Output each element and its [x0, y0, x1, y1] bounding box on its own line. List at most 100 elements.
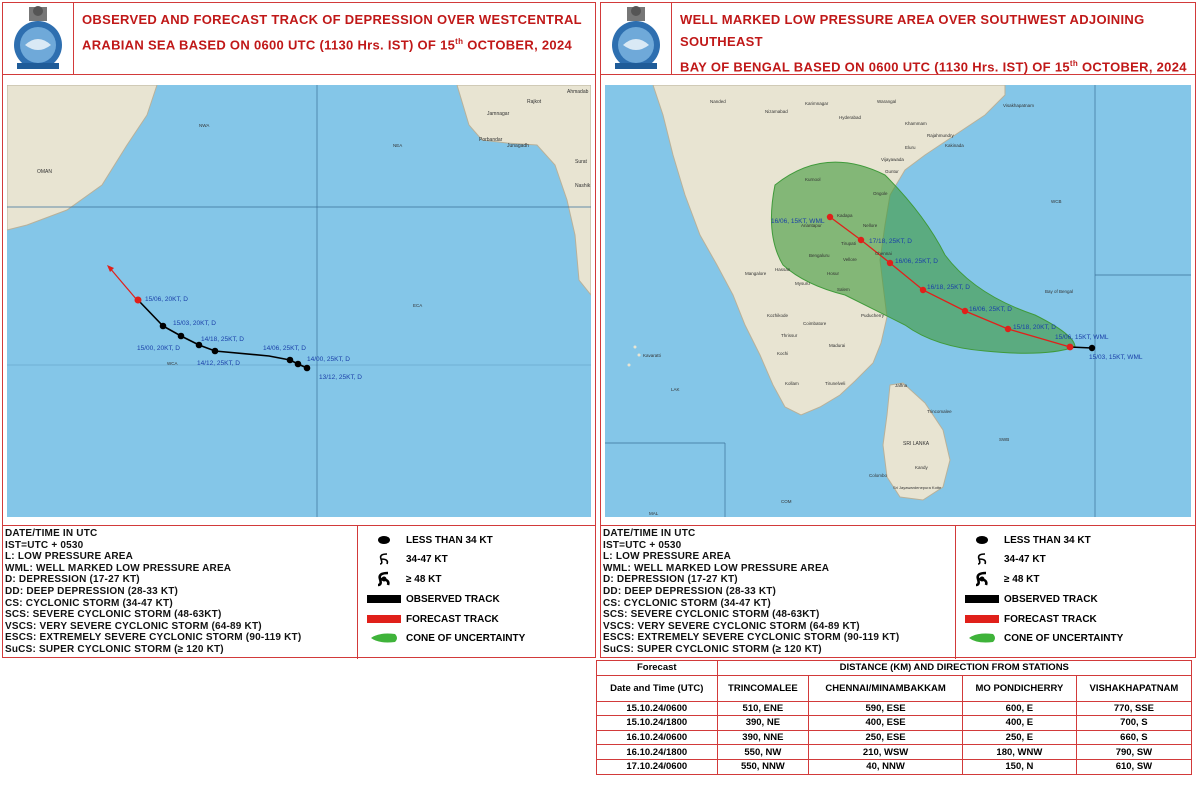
key-label: CONE OF UNCERTAINTY [406, 632, 526, 644]
station-header: TRINCOMALEE [716, 674, 810, 702]
place-label: Kozhikode [767, 313, 789, 318]
dot-icon [378, 536, 390, 544]
place-label: Surat [575, 159, 588, 165]
table-cell: 210, WSW [808, 744, 963, 760]
place-label: Colombo [869, 473, 888, 478]
left-panel: OBSERVED AND FORECAST TRACK OF DEPRESSIO… [2, 2, 596, 659]
right-legend: DATE/TIME IN UTC IST=UTC + 0530 L: LOW P… [601, 525, 1195, 659]
table-header-row: Date and Time (UTC) TRINCOMALEE CHENNAI/… [596, 674, 1193, 702]
table-row: 17.10.24/0600 550, NNW 40, NNW 150, N 61… [596, 758, 1193, 775]
imd-emblem-icon [612, 6, 660, 69]
table-cell: 16.10.24/1800 [596, 744, 718, 760]
track-point [177, 332, 185, 340]
place-label: Chennai [875, 251, 892, 256]
track-point [159, 322, 167, 330]
forecast-point [961, 307, 969, 315]
table-cell: 600, E [961, 700, 1077, 717]
island [637, 353, 641, 357]
key-label: ≥ 48 KT [406, 573, 442, 585]
table-cell: 700, S [1075, 715, 1193, 731]
abbr-line: IST=UTC + 0530 [603, 539, 682, 551]
place-label: Visakhapatnam [1003, 103, 1034, 108]
abbr-line: L: LOW PRESSURE AREA [603, 551, 732, 563]
track-label: 14/06, 25KT, D [263, 345, 306, 352]
station-header: CHENNAI/MINAMBAKKAM [808, 674, 963, 702]
place-label: Thrissur [781, 333, 798, 338]
place-label: Tirunelveli [825, 381, 845, 386]
station-header: VISHAKHAPATNAM [1075, 674, 1193, 702]
abbr-line: DATE/TIME IN UTC [603, 528, 696, 539]
table-cell: 790, SW [1075, 744, 1193, 760]
place-label: Rajkot [527, 99, 542, 105]
place-label: Bay of Bengal [1045, 289, 1073, 294]
table-cell: 770, SSE [1075, 700, 1193, 717]
table-cell: 660, S [1075, 729, 1193, 746]
key-label: OBSERVED TRACK [1004, 593, 1098, 605]
abbr-line: VSCS: VERY SEVERE CYCLONIC STORM (64-89 … [5, 620, 262, 632]
place-label: Bengaluru [809, 253, 830, 258]
table-cell: 400, E [961, 715, 1077, 731]
observed-track-swatch [965, 595, 999, 603]
left-title-line2: ARABIAN SEA BASED ON 0600 UTC (1130 Hrs.… [82, 31, 582, 56]
distance-span-header: DISTANCE (KM) AND DIRECTION FROM STATION… [716, 660, 1193, 676]
place-label: Kavaratti [643, 353, 661, 358]
right-title: WELL MARKED LOW PRESSURE AREA OVER SOUTH… [671, 3, 1195, 74]
current-position-point [134, 296, 142, 304]
left-legend: DATE/TIME IN UTC IST=UTC + 0530 L: LOW P… [3, 525, 595, 659]
place-label: Hosur [827, 271, 840, 276]
track-label: 14/18, 25KT, D [201, 336, 244, 343]
abbr-line: SuCS: SUPER CYCLONIC STORM (≥ 120 KT) [603, 643, 822, 655]
place-label: Rajahmundry [927, 133, 955, 138]
forecast-point [886, 259, 894, 267]
place-label: Khammam [905, 121, 927, 126]
key-less34: LESS THAN 34 KT [964, 532, 1091, 548]
observed-track [1069, 346, 1093, 349]
place-label: Ongole [873, 191, 888, 196]
table-row: 15.10.24/0600 510, ENE 590, ESE 600, E 7… [596, 700, 1193, 717]
key-3447: 34-47 KT [964, 551, 1046, 567]
cone-swatch-icon [969, 633, 995, 643]
right-title-line2-text: BAY OF BENGAL BASED ON 0600 UTC (1130 Hr… [680, 59, 1070, 75]
left-title-date: OCTOBER, 2024 [463, 37, 573, 53]
key-observed: OBSERVED TRACK [964, 591, 1098, 607]
right-header: WELL MARKED LOW PRESSURE AREA OVER SOUTH… [601, 3, 1195, 75]
cyclone-symbol-icon [977, 553, 987, 565]
place-label: Jamnagar [487, 111, 510, 117]
key-3447: 34-47 KT [366, 551, 448, 567]
key-label: LESS THAN 34 KT [1004, 534, 1091, 546]
place-label: Junagadh [507, 143, 529, 149]
track-label: 15/03, 15KT, WML [1089, 354, 1143, 361]
place-label: Tirupati [841, 241, 856, 246]
cone-of-uncertainty [770, 161, 1076, 354]
table-row: 16.10.24/0600 390, NNE 250, ESE 250, E 6… [596, 729, 1193, 746]
abbr-line: L: LOW PRESSURE AREA [5, 551, 134, 563]
region-label: LAK [671, 387, 680, 392]
left-map: Ahmadab Rajkot Jamnagar Porbandar Junaga… [7, 85, 591, 517]
key-label: 34-47 KT [406, 553, 448, 565]
region-label: COM [781, 499, 792, 504]
abbr-line: CS: CYCLONIC STORM (34-47 KT) [603, 597, 771, 609]
station-header: MO PONDICHERRY [961, 674, 1077, 702]
key-observed: OBSERVED TRACK [366, 591, 500, 607]
table-cell: 590, ESE [808, 700, 963, 717]
place-label: Mangalore [745, 271, 767, 276]
track-label: 13/12, 25KT, D [319, 374, 362, 381]
place-label: Kollam [785, 381, 799, 386]
place-label: Vijayawada [881, 157, 904, 162]
abbr-line: SuCS: SUPER CYCLONIC STORM (≥ 120 KT) [5, 643, 224, 655]
observed-track-swatch [367, 595, 401, 603]
track-label: 15/18, 20KT, D [1013, 324, 1056, 331]
track-label: 16/18, 25KT, D [927, 284, 970, 291]
table-row: 16.10.24/1800 550, NW 210, WSW 180, WNW … [596, 744, 1193, 760]
place-label: Karimnagar [805, 101, 829, 106]
place-label: Guntur [885, 169, 899, 174]
track-point [286, 356, 294, 364]
table-cell: 390, NNE [716, 729, 810, 746]
track-point [211, 347, 219, 355]
place-label: Mysuru [795, 281, 810, 286]
right-title-line2: BAY OF BENGAL BASED ON 0600 UTC (1130 Hr… [680, 53, 1187, 78]
place-label: Kochi [777, 351, 788, 356]
table-cell: 40, NNW [808, 758, 963, 775]
key-cone: CONE OF UNCERTAINTY [366, 630, 525, 646]
place-label: Hyderabad [839, 115, 862, 120]
